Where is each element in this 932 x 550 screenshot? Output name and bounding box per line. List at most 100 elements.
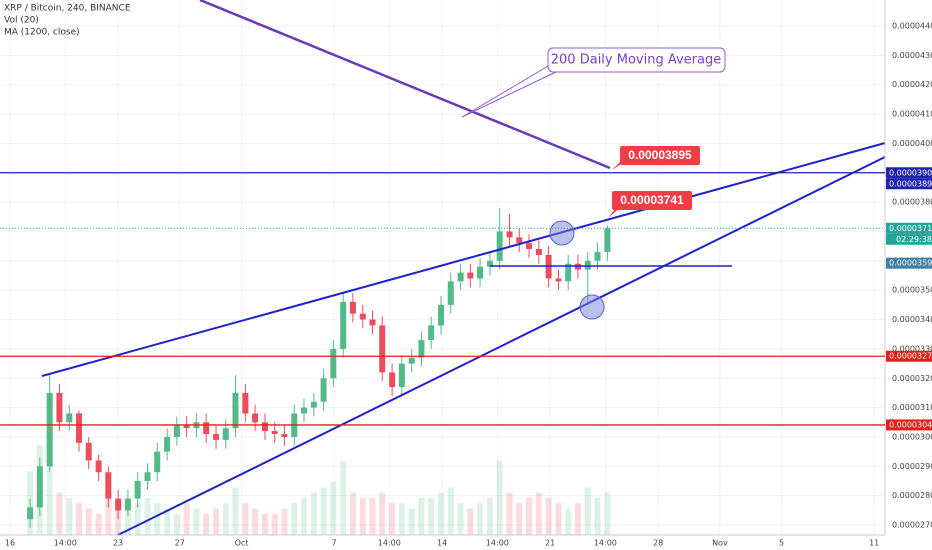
candle-body xyxy=(604,228,611,253)
x-tick-label: 14:00 xyxy=(378,539,401,548)
x-tick-label: 7 xyxy=(332,539,337,548)
volume-bar xyxy=(320,487,327,535)
volume-bar xyxy=(428,497,435,535)
volume-bar xyxy=(144,497,151,535)
volume-bar xyxy=(281,508,288,535)
volume-bar xyxy=(46,460,53,535)
volume-bar xyxy=(506,492,513,535)
x-tick-label: 27 xyxy=(175,539,185,548)
volume-bar xyxy=(85,508,92,535)
y-tick-label: 0.00003500 xyxy=(892,286,932,295)
candle-body xyxy=(594,252,601,261)
volume-bar xyxy=(545,497,552,535)
volume-bar xyxy=(369,497,376,535)
volume-bar xyxy=(56,492,63,535)
candle-body xyxy=(261,422,268,432)
candle-body xyxy=(477,266,484,279)
price-label-box xyxy=(886,419,932,431)
price-label-box xyxy=(886,178,932,190)
candle-body xyxy=(164,436,171,452)
candle-body xyxy=(203,422,210,435)
candle-body xyxy=(271,431,278,435)
volume-bar xyxy=(271,513,278,535)
volume-bar xyxy=(310,492,317,535)
y-tick-label: 0.00003400 xyxy=(892,315,932,324)
x-tick-label: 14:00 xyxy=(594,539,617,548)
y-tick-label: 0.00003000 xyxy=(892,432,932,441)
callout-text: 200 Daily Moving Average xyxy=(551,53,721,68)
volume-bar xyxy=(232,487,239,535)
volume-bar xyxy=(389,503,396,535)
candle-body xyxy=(369,319,376,326)
candle-body xyxy=(408,357,415,364)
price-label-box xyxy=(886,350,932,362)
price-label-box xyxy=(886,167,932,179)
y-tick-label: 0.00004000 xyxy=(892,139,932,148)
candle-body xyxy=(320,378,327,402)
x-tick-label: 23 xyxy=(113,539,123,548)
volume-bar xyxy=(213,508,220,535)
candle-body xyxy=(85,442,92,461)
volume-bar xyxy=(438,492,445,535)
volume-bar xyxy=(76,503,83,535)
candle-body xyxy=(232,392,239,429)
volume-bar xyxy=(584,487,591,535)
y-tick-label: 0.00004300 xyxy=(892,51,932,60)
candle-body xyxy=(565,263,572,282)
volume-bar xyxy=(66,497,73,535)
volume-bar xyxy=(457,503,464,535)
candle-body xyxy=(486,260,493,267)
moving-average-line xyxy=(199,0,611,170)
countdown-box xyxy=(886,233,932,245)
candle-body xyxy=(27,507,34,520)
x-tick-label: 21 xyxy=(545,539,555,548)
lower-trendline xyxy=(117,156,886,536)
callout-box xyxy=(612,191,692,210)
candle-body xyxy=(242,392,249,414)
callout-text: 0.00003741 xyxy=(620,193,684,207)
candle-body xyxy=(340,301,347,349)
candle-body xyxy=(467,272,474,279)
volume-bar xyxy=(359,497,366,535)
candle-body xyxy=(36,466,43,508)
candle-body xyxy=(95,460,102,473)
countdown: 02:29:38 xyxy=(896,235,932,244)
volume-bar xyxy=(124,508,131,535)
candle-body xyxy=(428,325,435,341)
callout-pointer xyxy=(461,61,556,118)
volume-bar xyxy=(574,503,581,535)
volume-bar xyxy=(134,503,141,535)
candle-body xyxy=(66,413,73,423)
volume-bar xyxy=(252,508,259,535)
candle-body xyxy=(349,301,356,314)
legend-line: MA (1200, close) xyxy=(4,28,80,38)
volume-bar xyxy=(242,503,249,535)
volume-bar xyxy=(496,460,503,535)
candle-body xyxy=(124,498,131,511)
volume-bar xyxy=(154,503,161,535)
x-tick-label: 14:00 xyxy=(54,539,77,548)
candle-body xyxy=(105,472,112,499)
volume-bar xyxy=(222,503,229,535)
volume-bar xyxy=(203,513,210,535)
callout-box xyxy=(547,47,726,73)
legend-line: XRP / Bitcoin, 240, BINANCE xyxy=(4,4,131,14)
candle-body xyxy=(76,413,83,443)
x-tick-label: Nov xyxy=(712,539,728,548)
candle-body xyxy=(310,401,317,408)
candle-body xyxy=(584,260,591,270)
y-tick-label: 0.00003200 xyxy=(892,374,932,383)
price-label: 0.00003275 xyxy=(889,352,932,361)
candle-body xyxy=(389,372,396,388)
y-tick-label: 0.00004400 xyxy=(892,22,932,31)
x-tick-label: 16 xyxy=(5,539,15,548)
volume-bar xyxy=(535,492,542,535)
volume-bar xyxy=(173,513,180,535)
volume-bar xyxy=(477,503,484,535)
volume-bar xyxy=(379,492,386,535)
candle-body xyxy=(222,428,229,440)
price-label: 0.00003899 xyxy=(889,179,932,188)
x-tick-label: 11 xyxy=(869,539,879,548)
volume-bar xyxy=(164,508,171,535)
